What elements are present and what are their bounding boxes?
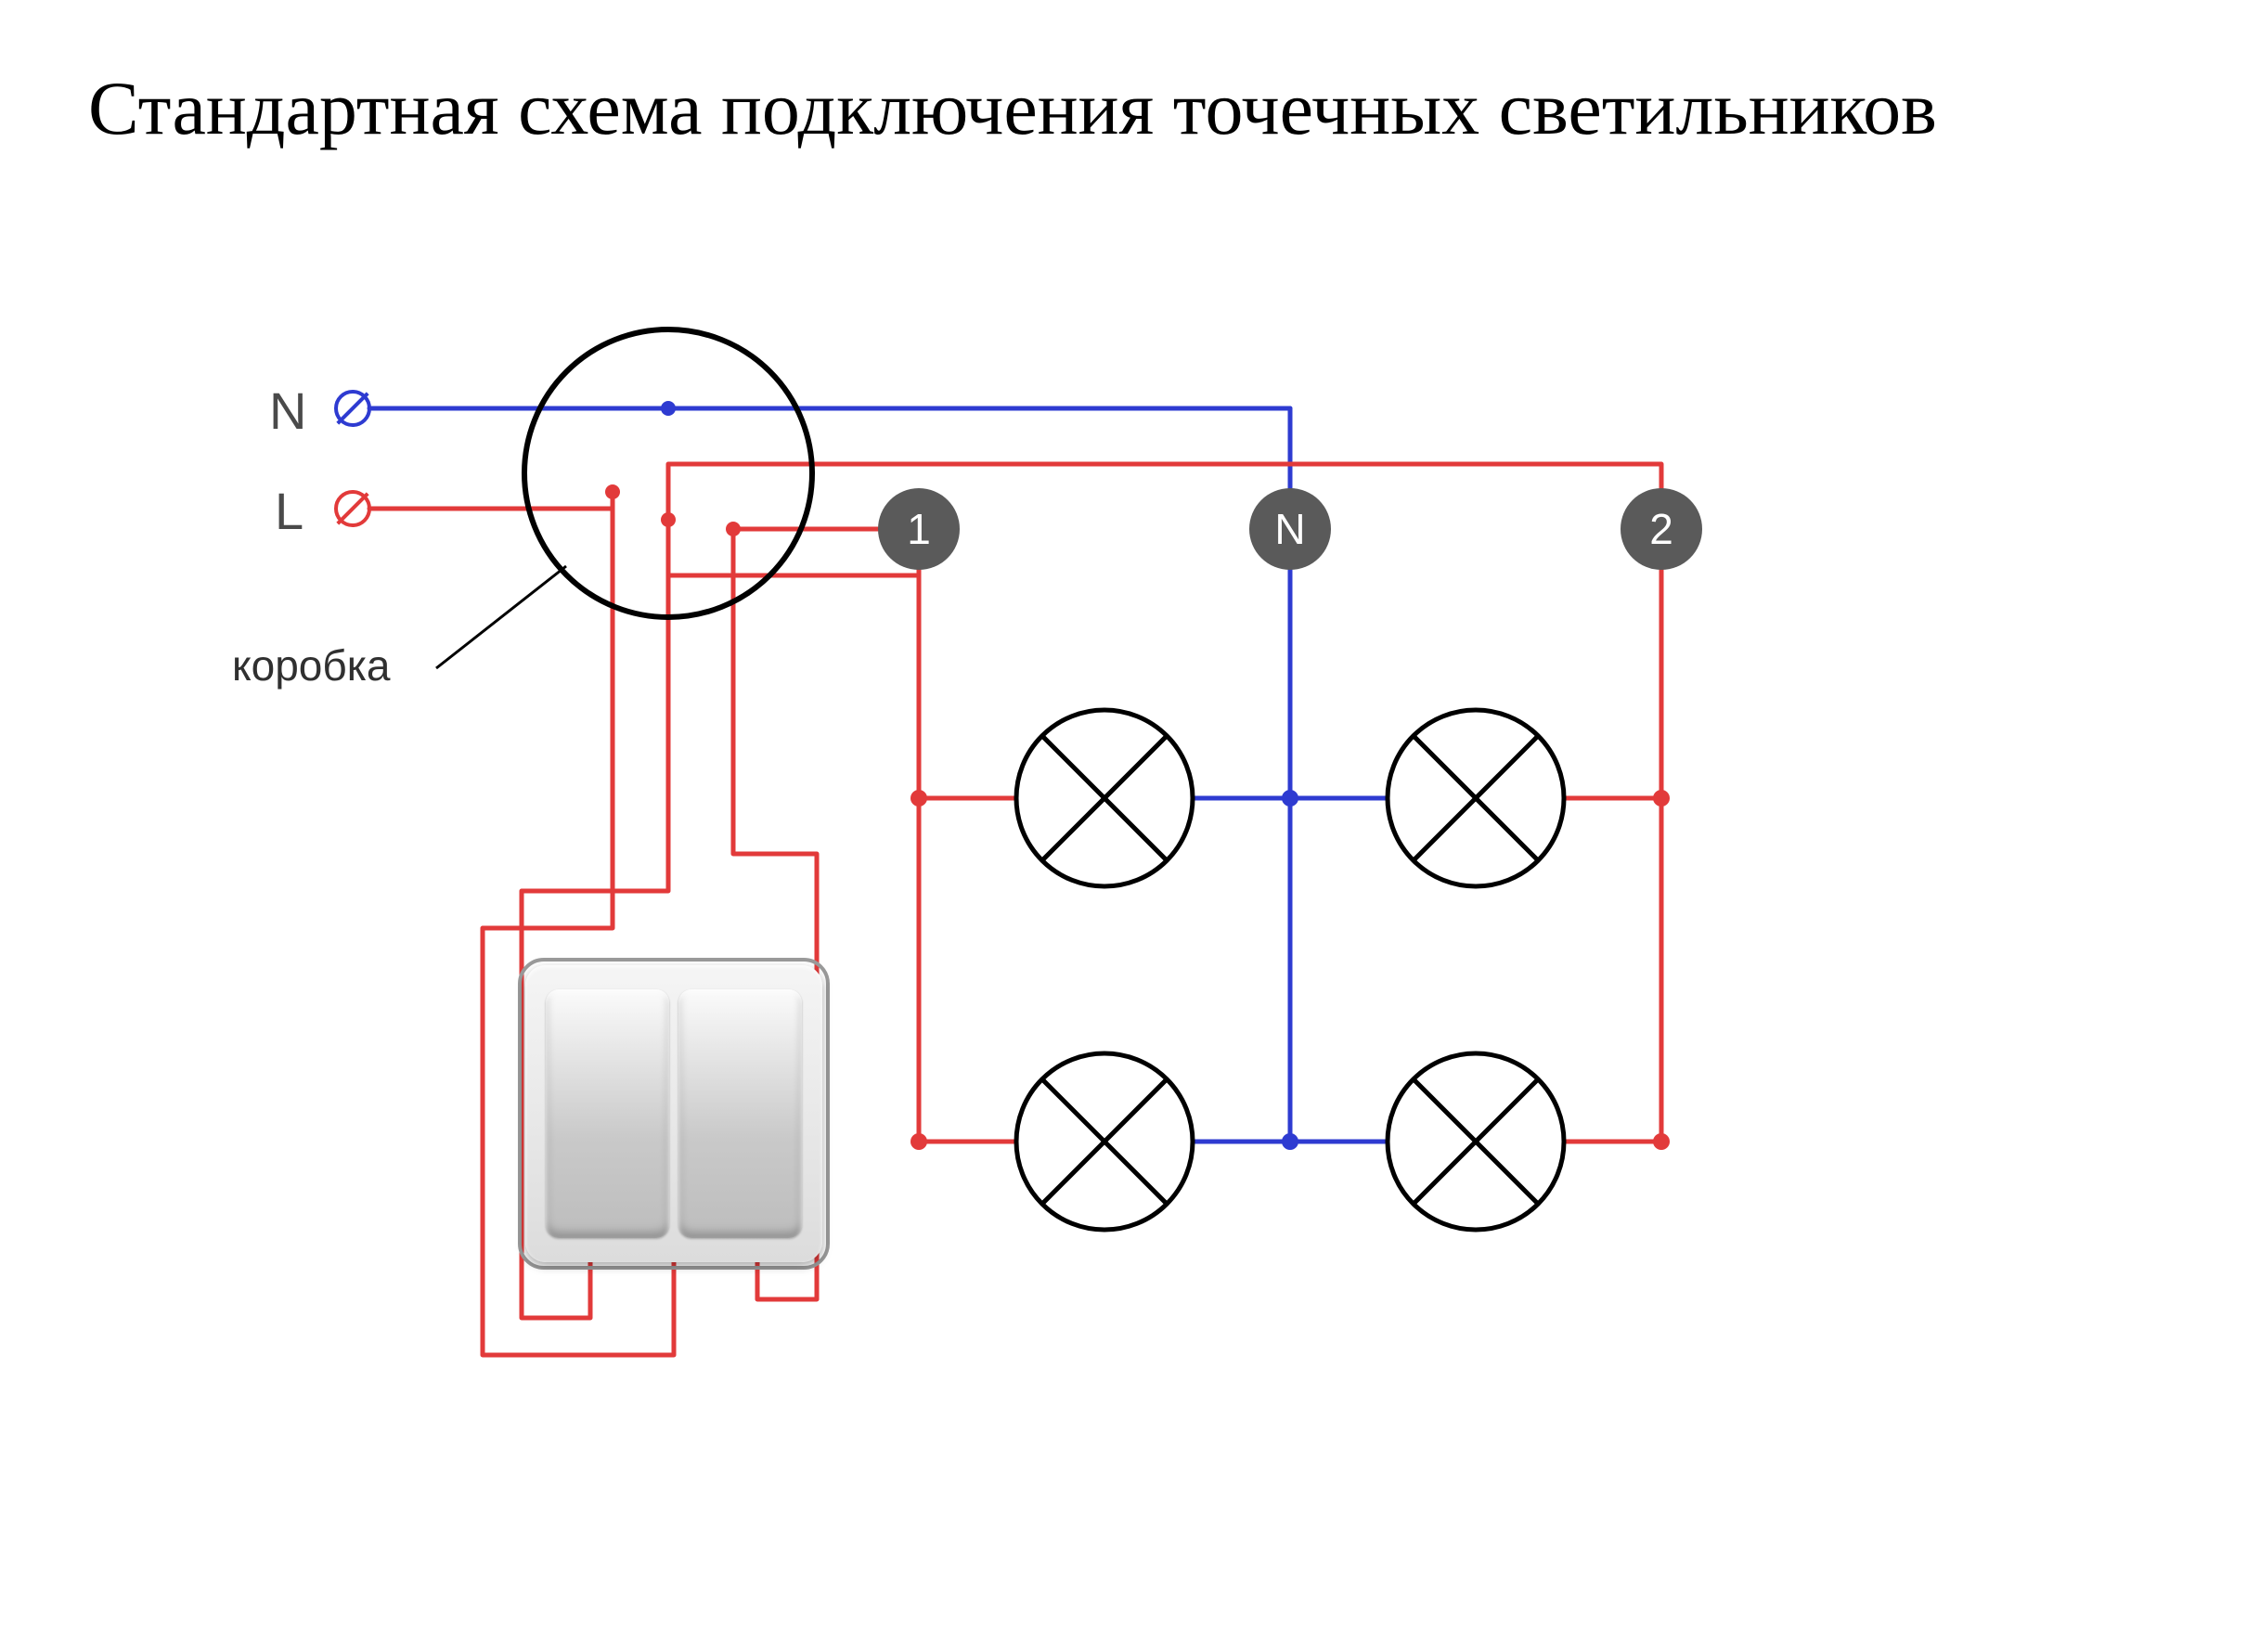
switch-rocker-1 — [546, 989, 669, 1238]
switch-rocker-2 — [678, 989, 802, 1238]
bus-badge-1: 1 — [878, 488, 960, 570]
bus-badge-N: N — [1249, 488, 1331, 570]
bus-badge-2: 2 — [1621, 488, 1702, 570]
terminal-label-L: L — [275, 481, 303, 541]
terminal-label-N: N — [269, 381, 306, 441]
two-gang-wall-switch — [525, 965, 822, 1262]
wiring-diagram-svg — [0, 0, 2260, 1652]
junction-box-label: коробка — [232, 640, 390, 690]
